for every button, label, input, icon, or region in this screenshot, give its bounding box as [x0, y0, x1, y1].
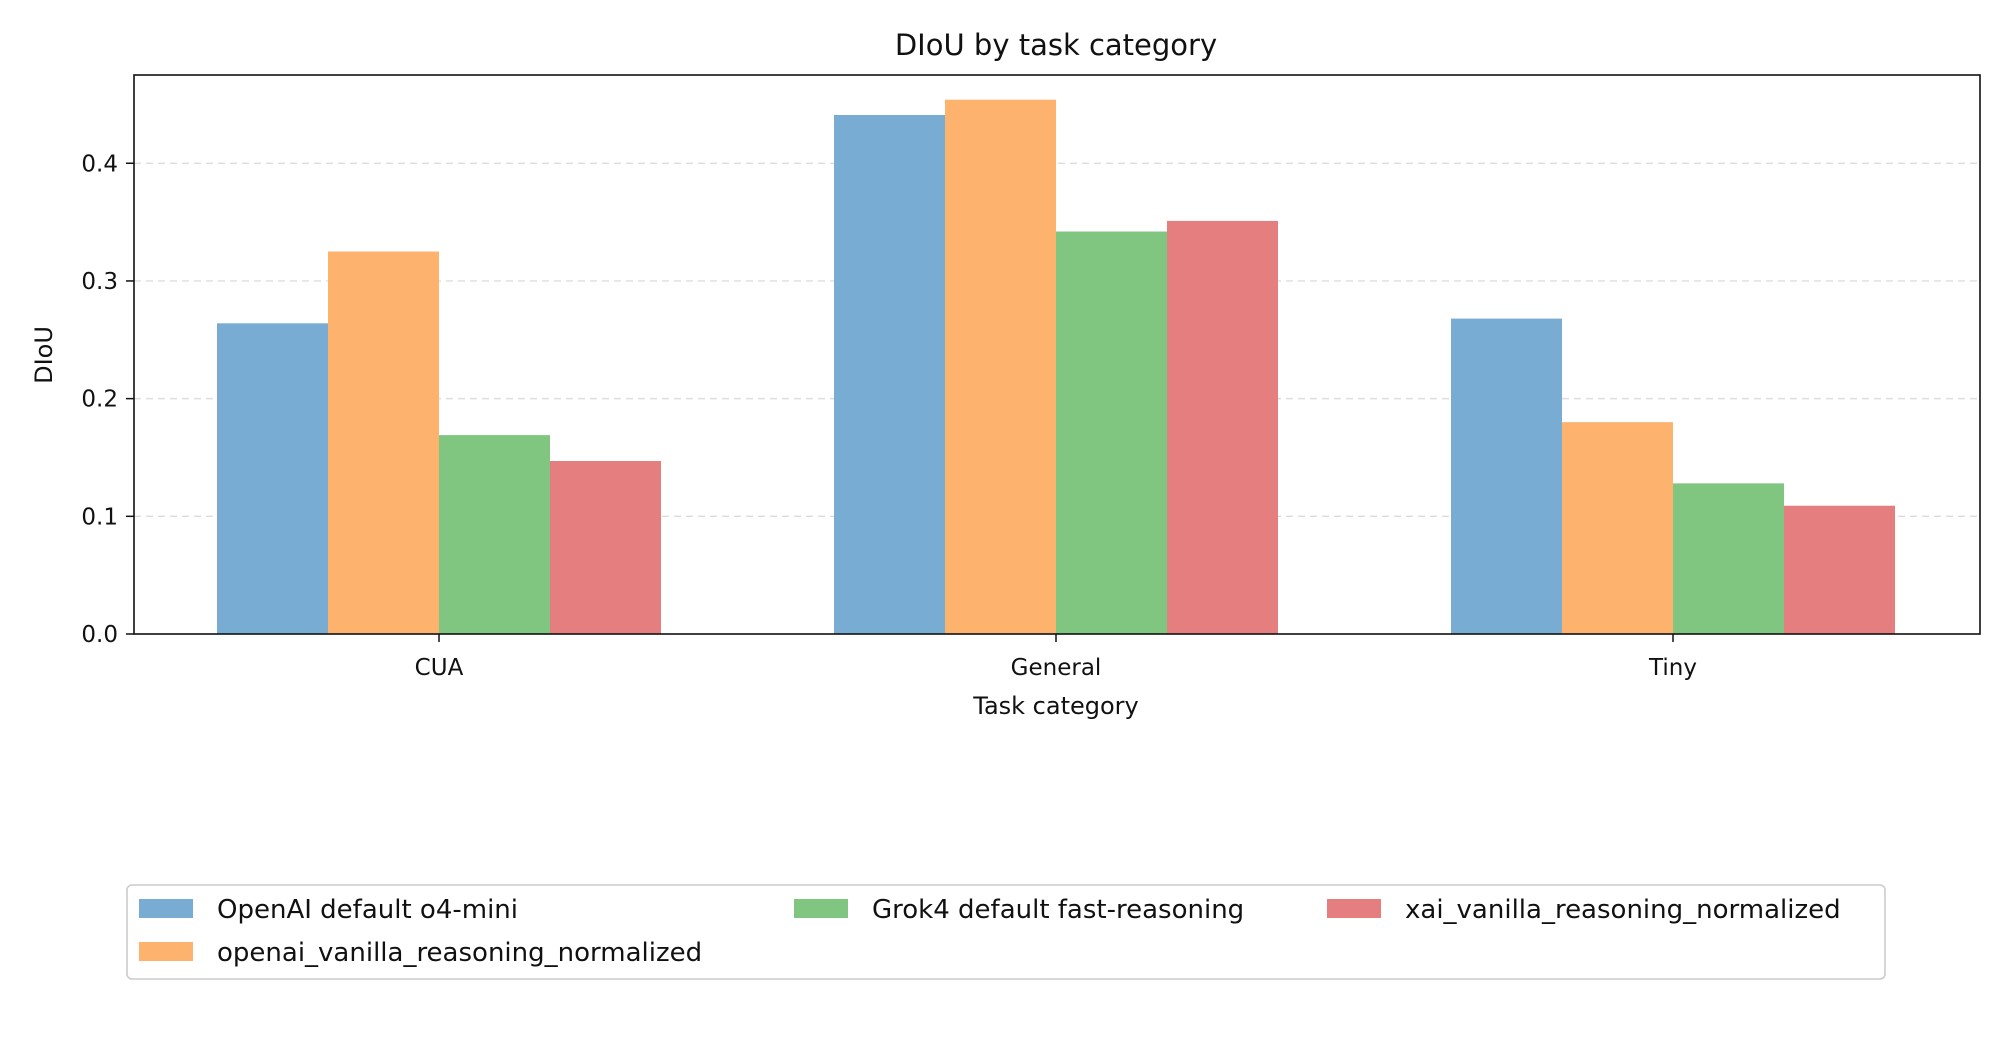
- y-axis-ticks: 0.0 0.1 0.2 0.3 0.4: [81, 151, 134, 648]
- y-tick-label: 0.3: [81, 269, 118, 295]
- x-axis-title: Task category: [972, 692, 1139, 720]
- y-axis-title: DIoU: [30, 326, 58, 384]
- y-tick-label: 0.4: [81, 151, 118, 177]
- legend-label: Grok4 default fast-reasoning: [872, 895, 1244, 925]
- legend-swatch: [139, 942, 193, 961]
- chart-title: DIoU by task category: [895, 28, 1217, 62]
- legend-frame: [126, 884, 1886, 980]
- bar-general-series-3: [1056, 231, 1167, 634]
- bar-tiny-series-2: [1562, 422, 1673, 634]
- y-tick-label: 0.0: [81, 622, 118, 648]
- x-tick-label: CUA: [415, 655, 464, 681]
- legend-label: xai_vanilla_reasoning_normalized: [1405, 895, 1841, 925]
- plot-frame: [133, 74, 1981, 635]
- legend-label: openai_vanilla_reasoning_normalized: [217, 938, 702, 968]
- bar-cua-series-3: [439, 435, 550, 634]
- x-tick-label: General: [1011, 655, 1102, 681]
- legend-swatch: [794, 899, 848, 918]
- y-tick-label: 0.1: [81, 504, 118, 530]
- x-tick-label: Tiny: [1648, 655, 1697, 681]
- bar-general-series-2: [945, 99, 1056, 634]
- bars: [217, 99, 1895, 635]
- bar-cua-series-2: [328, 251, 439, 635]
- bar-general-series-1: [834, 115, 945, 634]
- y-tick-label: 0.2: [81, 387, 118, 413]
- legend-swatch: [1327, 899, 1381, 918]
- legend: OpenAI default o4-mini openai_vanilla_rea…: [126, 884, 1886, 980]
- bar-tiny-series-4: [1784, 505, 1895, 634]
- bar-tiny-series-3: [1673, 483, 1784, 634]
- bar-cua-series-4: [550, 461, 661, 634]
- legend-swatch: [139, 899, 193, 918]
- legend-label: OpenAI default o4-mini: [217, 895, 518, 925]
- x-axis-ticks: CUA General Tiny: [415, 634, 1697, 681]
- bar-tiny-series-1: [1451, 318, 1562, 634]
- bar-cua-series-1: [217, 323, 328, 634]
- bar-general-series-4: [1167, 220, 1278, 635]
